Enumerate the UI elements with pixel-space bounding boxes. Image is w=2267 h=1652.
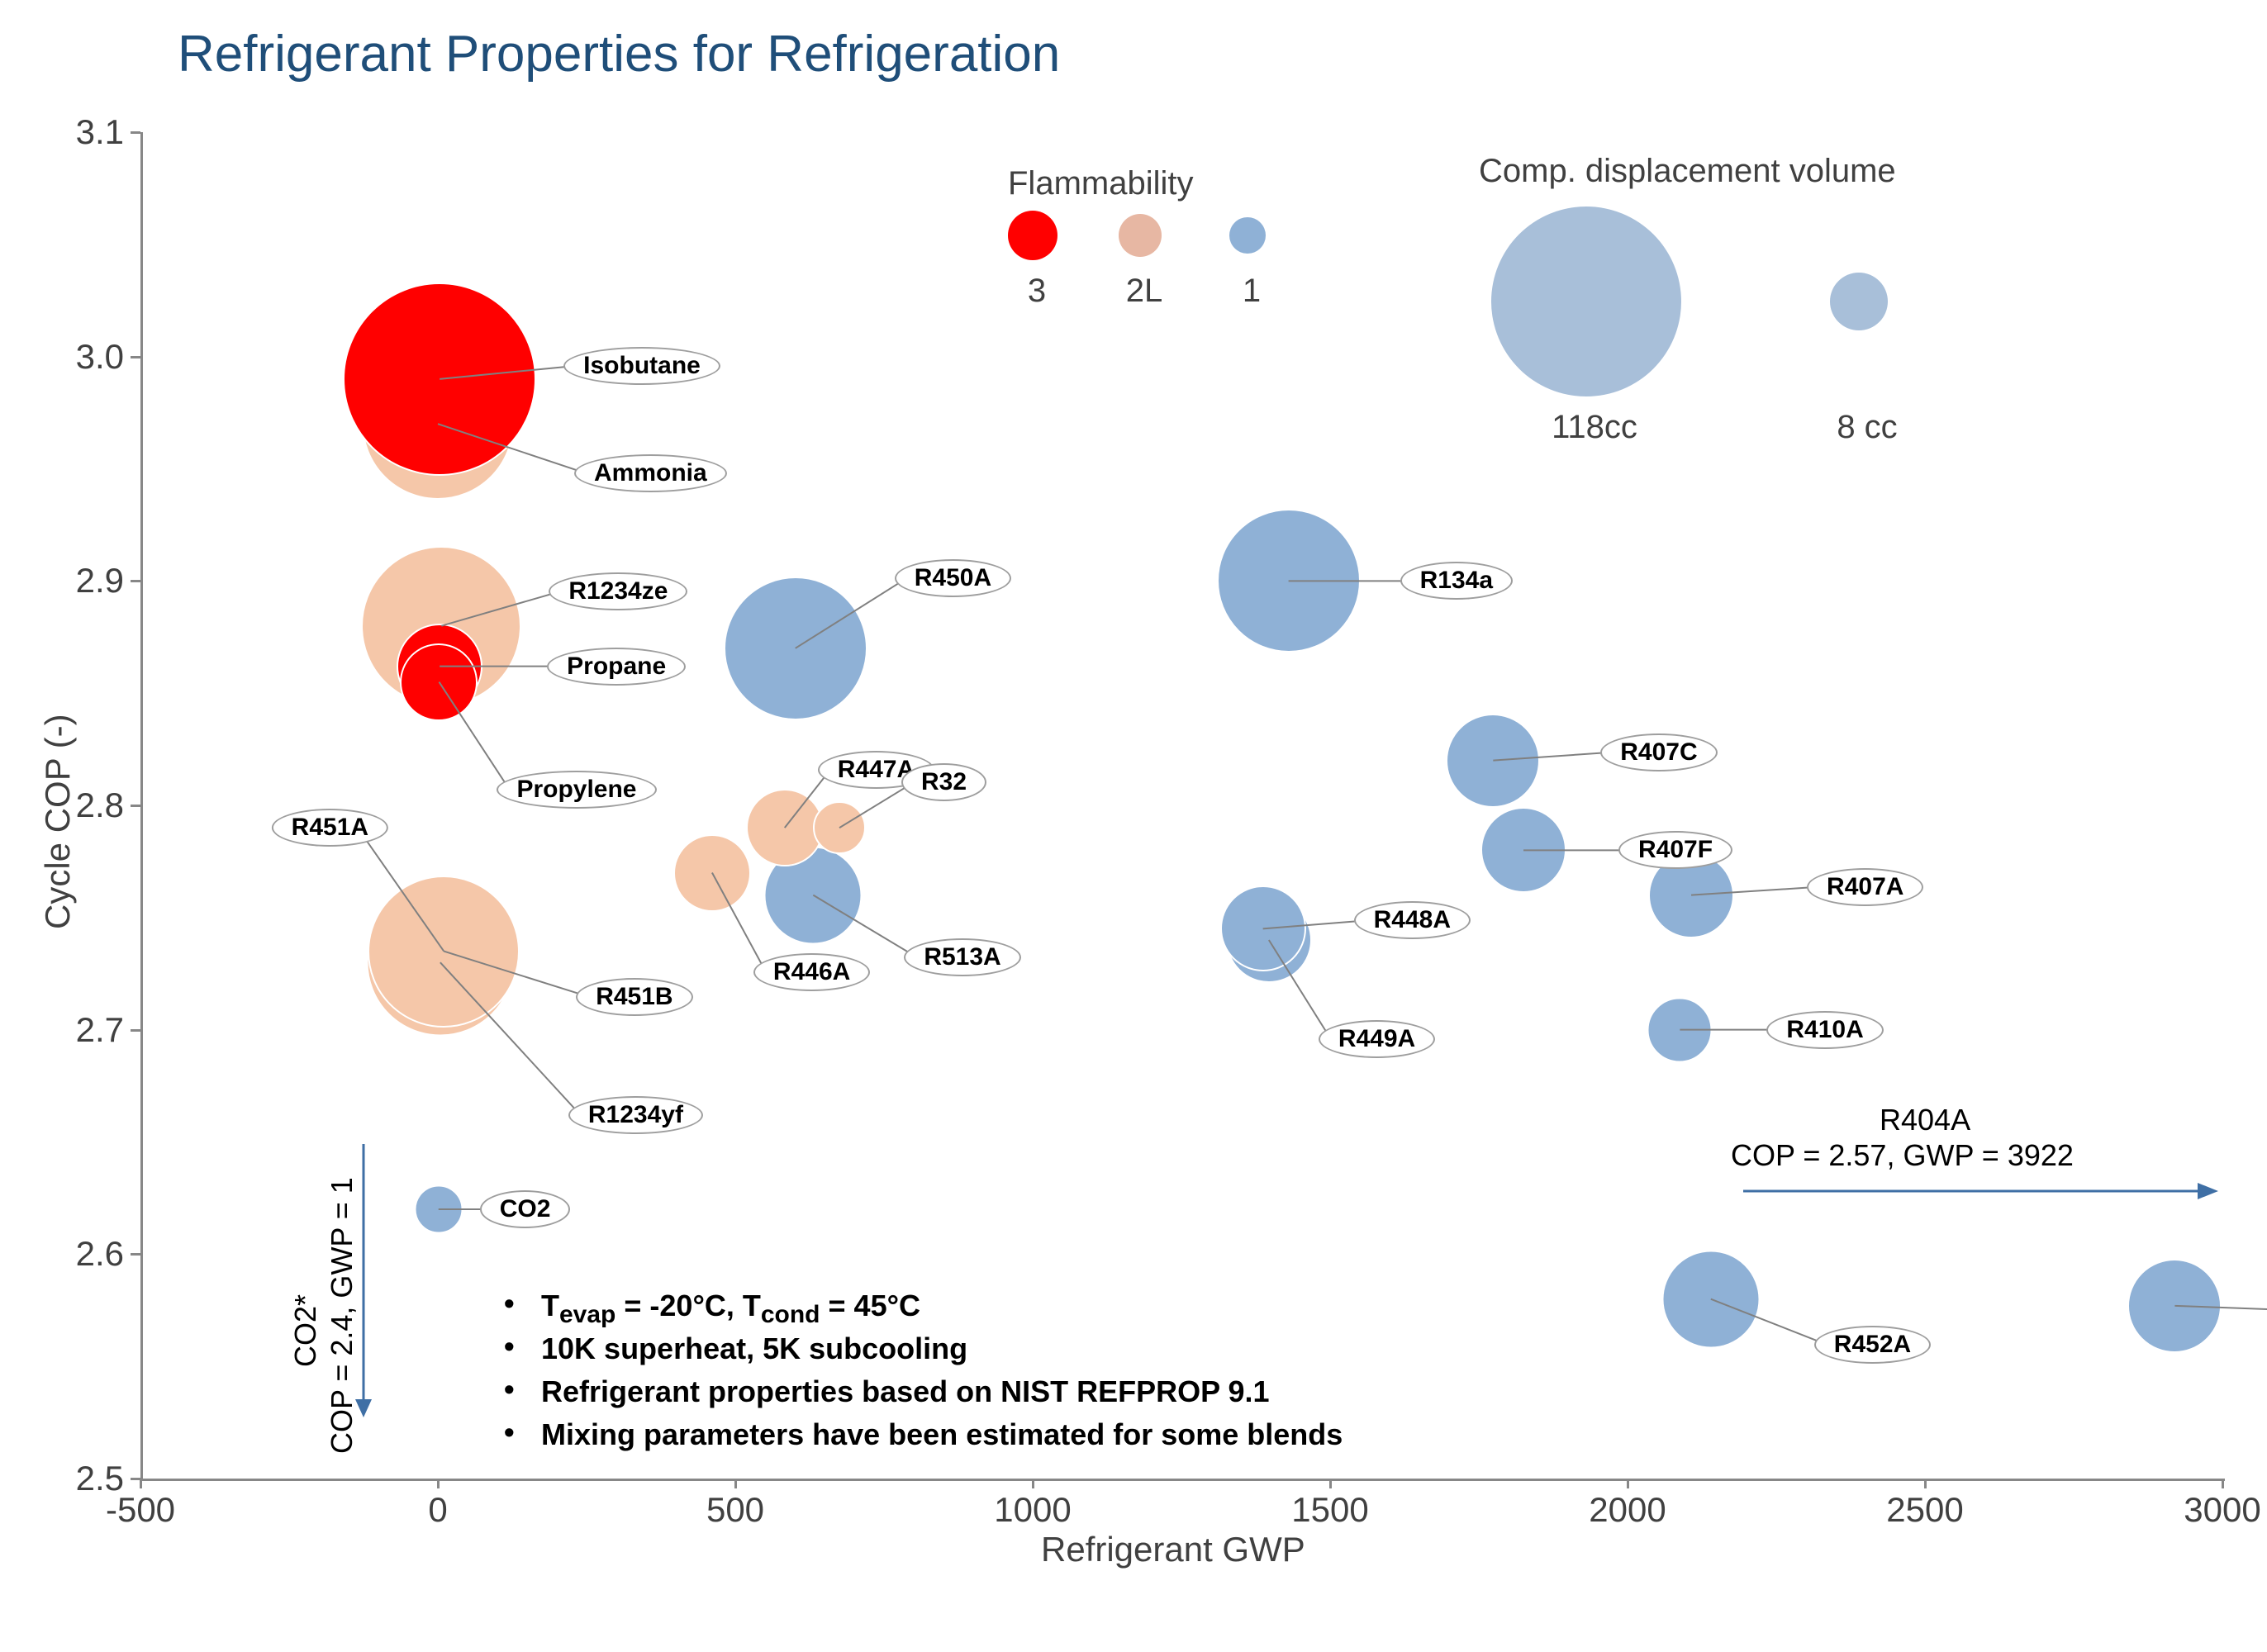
bubble-r450a: [724, 577, 867, 720]
bubble-r451b: [368, 876, 520, 1028]
callout-r450a: R450A: [895, 559, 1011, 597]
bubble-r448a: [1220, 885, 1306, 971]
callout-r449a: R449A: [1319, 1020, 1435, 1058]
bubble-isobutane: [343, 282, 536, 476]
callout-r451b: R451B: [576, 978, 692, 1016]
bubble-r410a: [1647, 997, 1713, 1062]
callout-isobutane: Isobutane: [563, 347, 720, 385]
callout-r1234yf: R1234yf: [568, 1096, 703, 1134]
callout-r448a: R448A: [1354, 901, 1471, 939]
callout-r446a: R446A: [753, 953, 870, 991]
bubble-r404a: [2127, 1259, 2222, 1353]
bubble-r407c: [1446, 714, 1540, 808]
callout-r407a: R407A: [1807, 868, 1923, 906]
bubble-r447a: [746, 789, 824, 866]
bubble-r446a: [673, 834, 751, 912]
callout-r134a: R134a: [1400, 562, 1513, 600]
callout-r407c: R407C: [1600, 733, 1717, 771]
condition-text: Tevap = -20°C, Tcond = 45°C: [541, 1289, 920, 1329]
condition-bullet: •: [504, 1415, 515, 1450]
bubble-r407f: [1480, 807, 1566, 893]
callout-ammonia: Ammonia: [574, 454, 727, 492]
condition-text: 10K superheat, 5K subcooling: [541, 1332, 967, 1366]
callout-r407f: R407F: [1618, 831, 1732, 869]
bubble-r134a: [1217, 509, 1361, 653]
condition-bullet: •: [504, 1329, 515, 1364]
condition-bullet: •: [504, 1372, 515, 1407]
callout-co2: CO2: [480, 1190, 571, 1228]
bubble-r452a: [1661, 1250, 1760, 1348]
callout-r513a: R513A: [904, 938, 1020, 976]
condition-bullet: •: [504, 1286, 515, 1321]
bubble-co2: [414, 1185, 463, 1234]
callout-r410a: R410A: [1766, 1011, 1883, 1049]
bubble-propylene: [400, 643, 478, 721]
callout-propane: Propane: [547, 648, 686, 686]
callout-r451a: R451A: [272, 809, 388, 847]
callout-r32: R32: [901, 763, 986, 801]
callout-r1234ze: R1234ze: [549, 572, 687, 610]
callout-propylene: Propylene: [497, 771, 656, 809]
condition-text: Mixing parameters have been estimated fo…: [541, 1417, 1343, 1452]
figure-container: Refrigerant Properties for Refrigeration…: [0, 0, 2267, 1652]
condition-text: Refrigerant properties based on NIST REF…: [541, 1374, 1270, 1409]
callout-r452a: R452A: [1814, 1326, 1931, 1364]
bubble-r32: [813, 801, 866, 854]
